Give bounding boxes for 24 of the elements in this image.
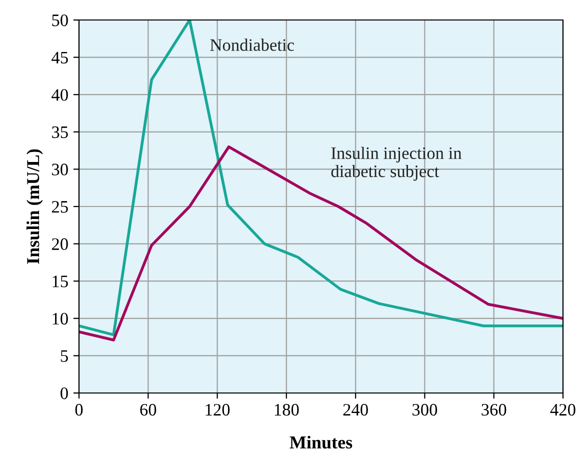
y-tick-label: 40 (52, 89, 68, 101)
series-label: Insulin injection in diabetic subject (331, 146, 462, 181)
x-tick-label: 60 (140, 404, 156, 416)
x-tick-label: 360 (482, 404, 506, 416)
y-tick-label: 35 (52, 126, 68, 138)
y-tick-label: 15 (52, 276, 68, 288)
y-tick-label: 5 (60, 350, 68, 362)
y-tick-label: 10 (52, 312, 68, 325)
x-tick-label: 0 (75, 404, 83, 416)
y-tick-label: 45 (52, 52, 68, 64)
x-tick-label: 300 (412, 404, 438, 416)
y-tick-label: 25 (52, 201, 68, 213)
x-axis-title: Minutes (290, 436, 352, 449)
x-tick-label: 180 (274, 404, 299, 416)
line-series (79, 145, 563, 342)
y-tick-label: 30 (52, 164, 68, 176)
y-tick-label: 50 (52, 14, 68, 26)
x-tick-label: 240 (343, 404, 368, 416)
y-tick-label: 0 (60, 387, 68, 400)
y-tick-label: 20 (52, 238, 68, 250)
x-tick-label: 420 (550, 404, 576, 416)
series-label: Nondiabetic (210, 38, 294, 51)
y-axis-title: Insulin (mU/L) (26, 149, 43, 264)
x-tick-label: 120 (206, 404, 230, 416)
